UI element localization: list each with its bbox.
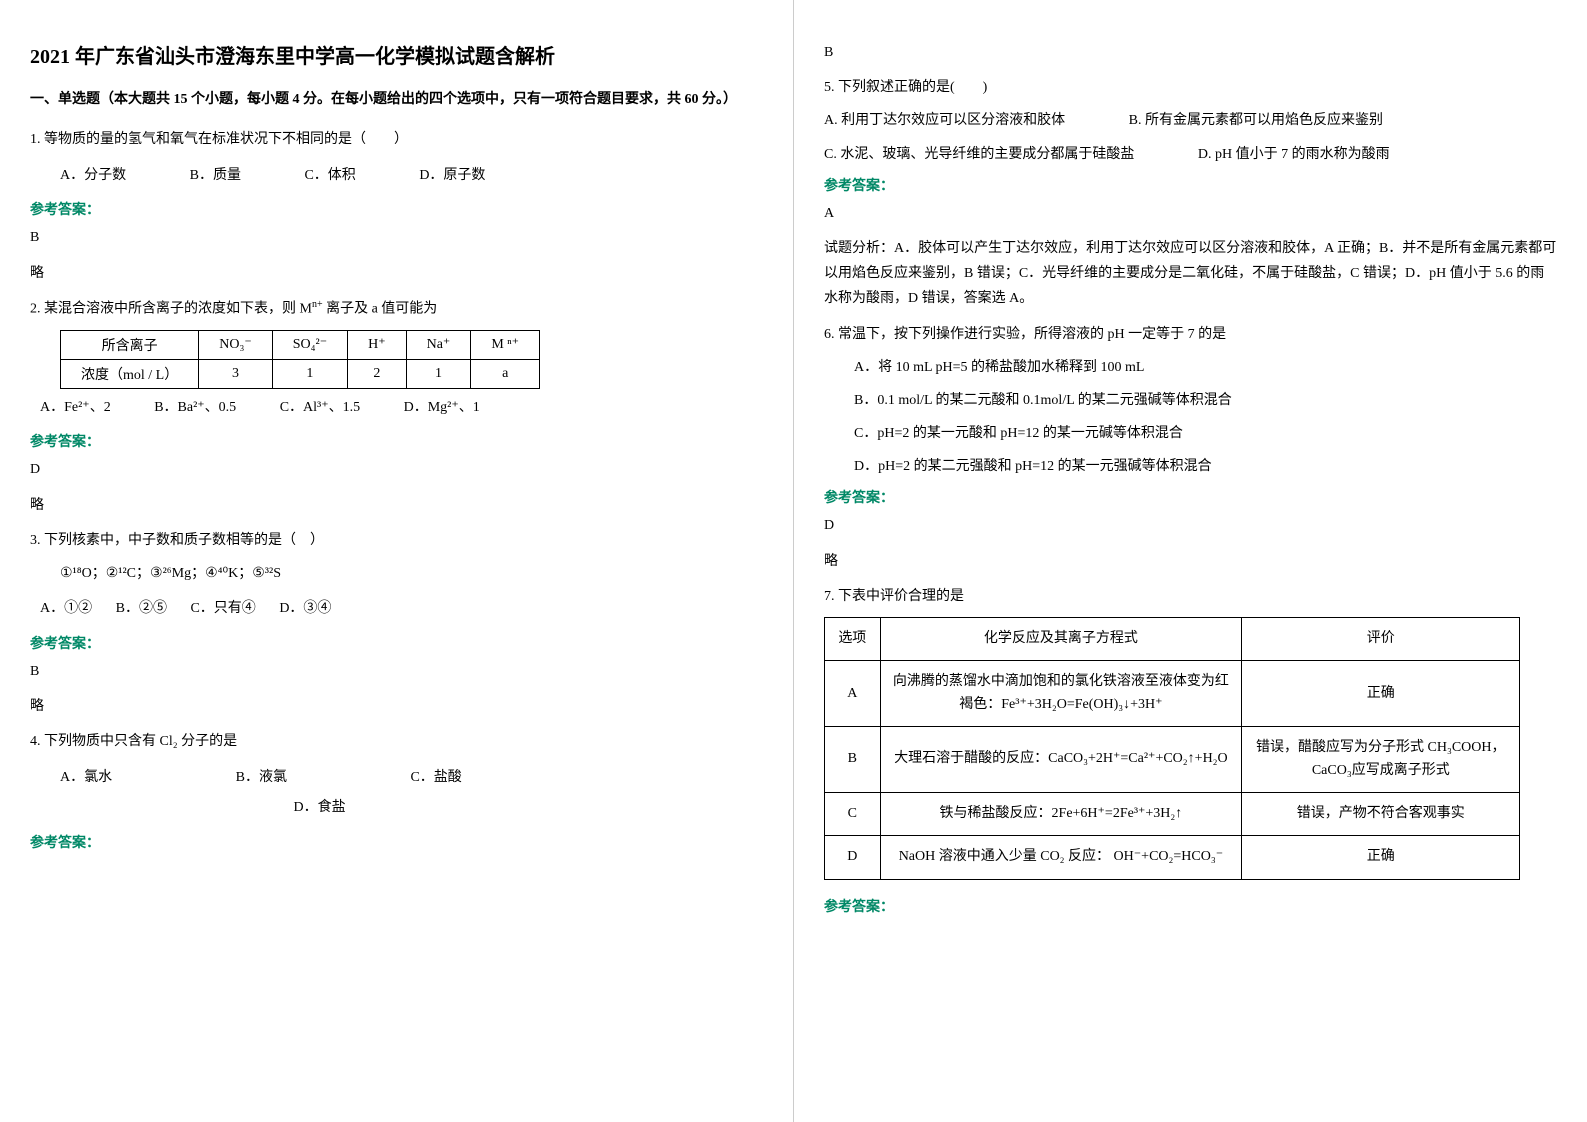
q2-td-1: 1 — [272, 359, 347, 388]
q3-opt-c: C．只有④ — [190, 594, 255, 625]
q7-c-eval: 错误，产物不符合客观事实 — [1242, 792, 1520, 835]
q7-c-reaction: 铁与稀盐酸反应：2Fe+6H⁺=2Fe³⁺+3H₂↑ — [880, 792, 1242, 835]
q2-stem-prefix: 2. 某混合溶液中所含离子的浓度如下表，则 M — [30, 301, 312, 316]
q6-opt-b: B．0.1 mol/L 的某二元酸和 0.1mol/L 的某二元强碱等体积混合 — [854, 388, 1557, 413]
q4-answer-label: 参考答案： — [30, 832, 763, 852]
q3-options: A．①② B．②⑤ C．只有④ D．③④ — [40, 594, 763, 625]
q1-options: A．分子数 B．质量 C．体积 D．原子数 — [60, 161, 763, 192]
q5-opt-a: A. 利用丁达尔效应可以区分溶液和胶体 — [824, 113, 1065, 128]
q4-options: A．氯水 B．液氯 C．盐酸 D．食盐 — [60, 763, 763, 825]
q7-table: 选项 化学反应及其离子方程式 评价 A 向沸腾的蒸馏水中滴加饱和的氯化铁溶液至液… — [824, 617, 1520, 880]
q3-opt-d: D．③④ — [279, 594, 331, 625]
q5-answer: A — [824, 201, 1557, 226]
q7-stem: 7. 下表中评价合理的是 — [824, 584, 1557, 609]
q2-opt-b: B．Ba²⁺、0.5 — [154, 393, 236, 424]
q6-opt-c: C．pH=2 的某一元酸和 pH=12 的某一元碱等体积混合 — [854, 421, 1557, 446]
q2-table: 所含离子 NO₃⁻ SO₄²⁻ H⁺ Na⁺ M ⁿ⁺ 浓度（mol / L） … — [60, 330, 540, 389]
q2-th-1: NO₃⁻ — [199, 330, 273, 359]
q5-options-line1: A. 利用丁达尔效应可以区分溶液和胶体 B. 所有金属元素都可以用焰色反应来鉴别 — [824, 108, 1557, 133]
q6-opt-d: D．pH=2 的某二元强酸和 pH=12 的某一元强碱等体积混合 — [854, 454, 1557, 479]
q1-opt-d: D．原子数 — [419, 161, 485, 192]
q6-omitted: 略 — [824, 549, 1557, 574]
q7-row-b: B 大理石溶于醋酸的反应：CaCO₃+2H⁺=Ca²⁺+CO₂↑+H₂O 错误，… — [825, 727, 1520, 793]
right-column: B 5. 下列叙述正确的是( ) A. 利用丁达尔效应可以区分溶液和胶体 B. … — [794, 0, 1587, 1122]
q2-answer-label: 参考答案： — [30, 431, 763, 451]
q5-options-line2: C. 水泥、玻璃、光导纤维的主要成分都属于硅酸盐 D. pH 值小于 7 的雨水… — [824, 142, 1557, 167]
q4-answer: B — [824, 40, 1557, 65]
q2-th-5: M ⁿ⁺ — [471, 330, 540, 359]
left-column: 2021 年广东省汕头市澄海东里中学高一化学模拟试题含解析 一、单选题（本大题共… — [0, 0, 794, 1122]
q7-a-eval: 正确 — [1242, 661, 1520, 727]
q7-row-d: D NaOH 溶液中通入少量 CO₂ 反应： OH⁻+CO₂=HCO₃⁻ 正确 — [825, 836, 1520, 879]
q7-th-1: 化学反应及其离子方程式 — [880, 618, 1242, 661]
q6-opt-a: A．将 10 mL pH=5 的稀盐酸加水稀释到 100 mL — [854, 355, 1557, 380]
q2-table-data-row: 浓度（mol / L） 3 1 2 1 a — [61, 359, 540, 388]
q2-th-4: Na⁺ — [406, 330, 471, 359]
q2-stem: 2. 某混合溶液中所含离子的浓度如下表，则 Mn+ 离子及 a 值可能为 — [30, 296, 763, 322]
q1-answer: B — [30, 225, 763, 250]
q7-d-eval: 正确 — [1242, 836, 1520, 879]
q7-row-c: C 铁与稀盐酸反应：2Fe+6H⁺=2Fe³⁺+3H₂↑ 错误，产物不符合客观事… — [825, 792, 1520, 835]
section-intro: 一、单选题（本大题共 15 个小题，每小题 4 分。在每小题给出的四个选项中，只… — [30, 89, 763, 111]
q2-answer: D — [30, 457, 763, 482]
q7-a-reaction: 向沸腾的蒸馏水中滴加饱和的氯化铁溶液至液体变为红褐色：Fe³⁺+3H₂O=Fe(… — [880, 661, 1242, 727]
q2-th-2: SO₄²⁻ — [272, 330, 347, 359]
q2-opt-a: A．Fe²⁺、2 — [40, 393, 111, 424]
q7-d-reaction: NaOH 溶液中通入少量 CO₂ 反应： OH⁻+CO₂=HCO₃⁻ — [880, 836, 1242, 879]
q3-answer-label: 参考答案： — [30, 633, 763, 653]
q4-opt-a: A．氯水 — [60, 763, 112, 794]
q7-answer-label: 参考答案： — [824, 896, 1557, 916]
q3-omitted: 略 — [30, 694, 763, 719]
q1-stem: 1. 等物质的量的氢气和氧气在标准状况下不相同的是（ ） — [30, 127, 763, 152]
q2-td-2: 2 — [348, 359, 407, 388]
q7-table-header-row: 选项 化学反应及其离子方程式 评价 — [825, 618, 1520, 661]
q5-stem: 5. 下列叙述正确的是( ) — [824, 75, 1557, 100]
q2-options: A．Fe²⁺、2 B．Ba²⁺、0.5 C．Al³⁺、1.5 D．Mg²⁺、1 — [40, 393, 763, 424]
q2-opt-d: D．Mg²⁺、1 — [404, 393, 480, 424]
q1-opt-b: B．质量 — [190, 161, 241, 192]
q7-d-opt: D — [825, 836, 881, 879]
q7-b-eval: 错误，醋酸应写为分子形式 CH₃COOH，CaCO₃应写成离子形式 — [1242, 727, 1520, 793]
q4-opt-b: B．液氯 — [236, 763, 287, 794]
q2-td-3: 1 — [406, 359, 471, 388]
q3-answer: B — [30, 659, 763, 684]
q7-a-opt: A — [825, 661, 881, 727]
q2-td-label: 浓度（mol / L） — [61, 359, 199, 388]
q4-stem: 4. 下列物质中只含有 Cl₂ 分子的是 — [30, 729, 763, 754]
q1-omitted: 略 — [30, 261, 763, 286]
q1-opt-c: C．体积 — [304, 161, 355, 192]
q6-answer-label: 参考答案： — [824, 487, 1557, 507]
q5-opt-d: D. pH 值小于 7 的雨水称为酸雨 — [1198, 147, 1390, 162]
q3-opt-a: A．①② — [40, 594, 92, 625]
q2-td-0: 3 — [199, 359, 273, 388]
q5-analysis: 试题分析：A．胶体可以产生丁达尔效应，利用丁达尔效应可以区分溶液和胶体，A 正确… — [824, 236, 1557, 312]
q5-answer-label: 参考答案： — [824, 175, 1557, 195]
q2-stem-suffix: 离子及 a 值可能为 — [323, 301, 438, 316]
q4-opt-d: D．食盐 — [294, 793, 346, 824]
q5-opt-b: B. 所有金属元素都可以用焰色反应来鉴别 — [1129, 113, 1383, 128]
q6-answer: D — [824, 513, 1557, 538]
q7-th-2: 评价 — [1242, 618, 1520, 661]
q7-c-opt: C — [825, 792, 881, 835]
q2-th-3: H⁺ — [348, 330, 407, 359]
q2-superscript: n+ — [312, 299, 323, 310]
q7-row-a: A 向沸腾的蒸馏水中滴加饱和的氯化铁溶液至液体变为红褐色：Fe³⁺+3H₂O=F… — [825, 661, 1520, 727]
q3-opt-b: B．②⑤ — [116, 594, 167, 625]
q6-stem: 6. 常温下，按下列操作进行实验，所得溶液的 pH 一定等于 7 的是 — [824, 322, 1557, 347]
q3-circles: ①¹⁸O；②¹²C；③²⁶Mg；④⁴⁰K；⑤³²S — [60, 561, 763, 586]
q2-omitted: 略 — [30, 493, 763, 518]
page-title: 2021 年广东省汕头市澄海东里中学高一化学模拟试题含解析 — [30, 40, 763, 69]
q2-opt-c: C．Al³⁺、1.5 — [280, 393, 360, 424]
q7-th-0: 选项 — [825, 618, 881, 661]
q3-stem: 3. 下列核素中，中子数和质子数相等的是（ ） — [30, 528, 763, 553]
q7-b-opt: B — [825, 727, 881, 793]
q4-opt-c: C．盐酸 — [410, 763, 461, 794]
q7-b-reaction: 大理石溶于醋酸的反应：CaCO₃+2H⁺=Ca²⁺+CO₂↑+H₂O — [880, 727, 1242, 793]
q5-opt-c: C. 水泥、玻璃、光导纤维的主要成分都属于硅酸盐 — [824, 147, 1134, 162]
q1-opt-a: A．分子数 — [60, 161, 126, 192]
q1-answer-label: 参考答案： — [30, 199, 763, 219]
q2-th-0: 所含离子 — [61, 330, 199, 359]
q2-table-header-row: 所含离子 NO₃⁻ SO₄²⁻ H⁺ Na⁺ M ⁿ⁺ — [61, 330, 540, 359]
q2-td-4: a — [471, 359, 540, 388]
